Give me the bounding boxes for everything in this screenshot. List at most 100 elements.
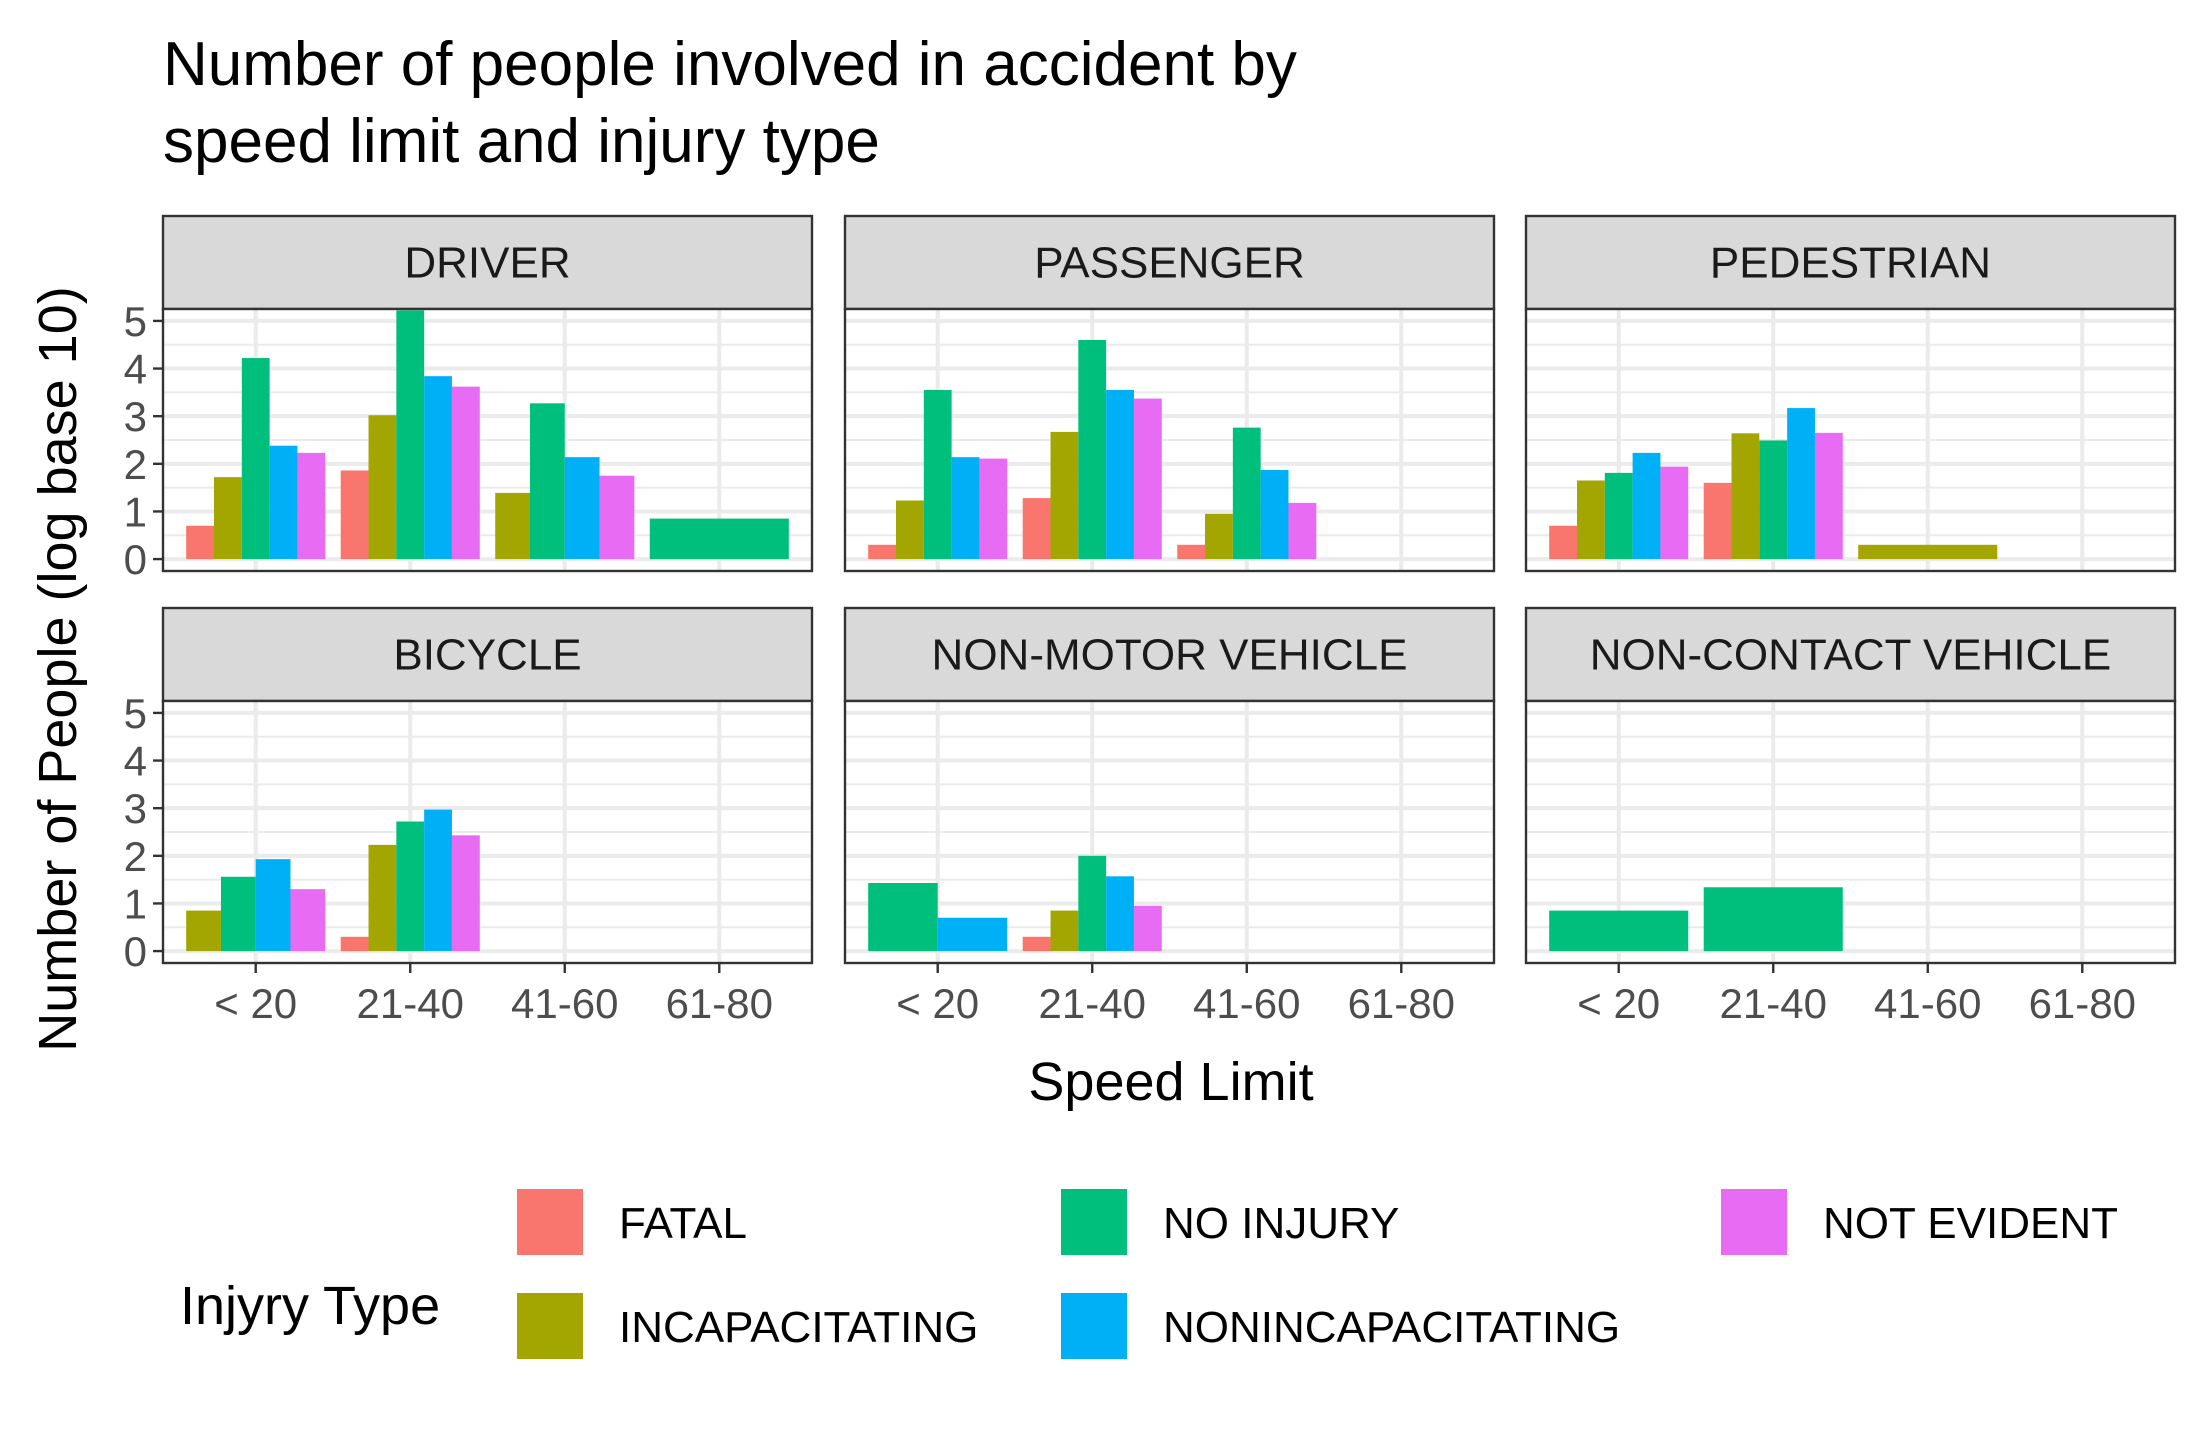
- bar-fatal: [868, 544, 896, 560]
- y-tick-label: 5: [124, 690, 147, 737]
- bar-no-injury: [220, 876, 256, 952]
- legend-key-incapacitating: [517, 1293, 583, 1359]
- y-tick-label: 1: [124, 880, 147, 927]
- legend-label-fatal: FATAL: [619, 1199, 747, 1248]
- bar-nonincapacitating: [1106, 876, 1134, 952]
- bar-nonincapacitating: [1260, 470, 1289, 560]
- x-tick-label: 61-80: [2029, 980, 2136, 1027]
- bar-not-evident: [451, 835, 480, 952]
- bar-not-evident: [979, 458, 1008, 560]
- facet-strip: [1524, 606, 2177, 703]
- bar-incapacitating: [895, 500, 924, 560]
- legend-label-no-injury: NO INJURY: [1163, 1199, 1399, 1248]
- bar-no-injury: [1232, 427, 1261, 560]
- y-tick-label: 0: [124, 928, 147, 975]
- legend-label-incapacitating: INCAPACITATING: [619, 1303, 978, 1352]
- x-tick-label: < 20: [896, 980, 979, 1027]
- bar-not-evident: [290, 889, 326, 952]
- facet-strip-label: NON-MOTOR VEHICLE: [932, 631, 1408, 680]
- bar-no-injury: [1759, 440, 1788, 560]
- bar-no-injury: [529, 403, 565, 560]
- x-tick-label: 41-60: [1193, 980, 1300, 1027]
- bar-nonincapacitating: [255, 859, 291, 952]
- bar-fatal: [340, 470, 369, 560]
- bar-fatal: [1703, 482, 1732, 560]
- legend: Injyry Type FATAL INCAPACITATING NO INJURY…: [180, 1189, 2118, 1359]
- panel-passenger: PASSENGER: [843, 214, 1496, 573]
- bar-incapacitating: [186, 910, 221, 952]
- facet-strip-label: BICYCLE: [393, 631, 581, 680]
- bar-no-injury: [649, 518, 789, 560]
- facet-strip: [161, 214, 814, 311]
- bar-nonincapacitating: [269, 445, 298, 560]
- bar-not-evident: [297, 452, 326, 560]
- x-tick-label: 21-40: [1039, 980, 1146, 1027]
- y-tick-label: 2: [124, 441, 147, 488]
- legend-key-nonincapacitating: [1061, 1293, 1127, 1359]
- legend-key-not-evident: [1721, 1189, 1787, 1255]
- bar-nonincapacitating: [1787, 408, 1815, 560]
- bar-nonincapacitating: [564, 457, 600, 560]
- bar-incapacitating: [1731, 433, 1760, 560]
- bar-nonincapacitating: [1632, 452, 1661, 560]
- panel-border: [1524, 307, 2177, 573]
- legend-key-fatal: [517, 1189, 583, 1255]
- bar-fatal: [1549, 525, 1577, 560]
- bar-incapacitating: [1050, 910, 1079, 952]
- bar-incapacitating: [1050, 431, 1079, 560]
- bar-no-injury: [1703, 887, 1843, 952]
- panel-border: [843, 307, 1496, 573]
- bar-no-injury: [1078, 855, 1107, 952]
- y-tick-label: 5: [124, 298, 147, 345]
- bar-no-injury: [923, 389, 952, 560]
- panel-pedestrian: PEDESTRIAN: [1524, 214, 2177, 573]
- bar-fatal: [340, 936, 369, 952]
- bar-not-evident: [451, 386, 480, 560]
- x-tick-label: 41-60: [511, 980, 618, 1027]
- bar-not-evident: [1814, 432, 1843, 560]
- y-axis-title: Number of People (log base 10): [28, 286, 88, 1051]
- x-axis-title: Speed Limit: [1028, 1052, 1313, 1112]
- bar-no-injury: [1549, 910, 1689, 952]
- bar-not-evident: [1288, 502, 1317, 560]
- bar-nonincapacitating: [951, 457, 980, 560]
- x-tick-label: < 20: [214, 980, 297, 1027]
- facet-strip: [1524, 214, 2177, 311]
- bar-incapacitating: [495, 492, 530, 560]
- bar-not-evident: [599, 475, 635, 560]
- y-tick-label: 3: [124, 393, 147, 440]
- panel-border: [161, 307, 814, 573]
- bar-nonincapacitating: [937, 917, 1008, 952]
- bar-incapacitating: [213, 477, 242, 560]
- x-tick-label: 21-40: [1720, 980, 1827, 1027]
- bar-incapacitating: [368, 415, 397, 560]
- bar-fatal: [1022, 936, 1051, 952]
- bar-not-evident: [1660, 466, 1689, 560]
- bar-nonincapacitating: [424, 376, 452, 560]
- chart-title-line-2: speed limit and injury type: [163, 107, 880, 176]
- legend-title: Injyry Type: [180, 1276, 440, 1336]
- bar-fatal: [1022, 498, 1051, 560]
- x-tick-label: 61-80: [1348, 980, 1455, 1027]
- facet-strip-label: PEDESTRIAN: [1710, 239, 1991, 288]
- y-tick-label: 2: [124, 833, 147, 880]
- bar-nonincapacitating: [1106, 389, 1134, 560]
- panel-border: [843, 699, 1496, 965]
- legend-key-no-injury: [1061, 1189, 1127, 1255]
- x-tick-label: 41-60: [1874, 980, 1981, 1027]
- bar-incapacitating: [1205, 513, 1233, 560]
- facet-strip-label: PASSENGER: [1034, 239, 1305, 288]
- bar-not-evident: [1133, 398, 1162, 560]
- bar-incapacitating: [1576, 480, 1605, 560]
- panel-non-motor-vehicle: NON-MOTOR VEHICLE < 20 21-40 41-60 61-80: [843, 606, 1496, 1027]
- facet-strip: [843, 606, 1496, 703]
- facet-strip: [843, 214, 1496, 311]
- bar-incapacitating: [368, 844, 397, 952]
- bar-no-injury: [396, 821, 425, 952]
- y-tick-label: 3: [124, 785, 147, 832]
- bar-no-injury: [396, 310, 425, 560]
- bar-no-injury: [868, 882, 938, 952]
